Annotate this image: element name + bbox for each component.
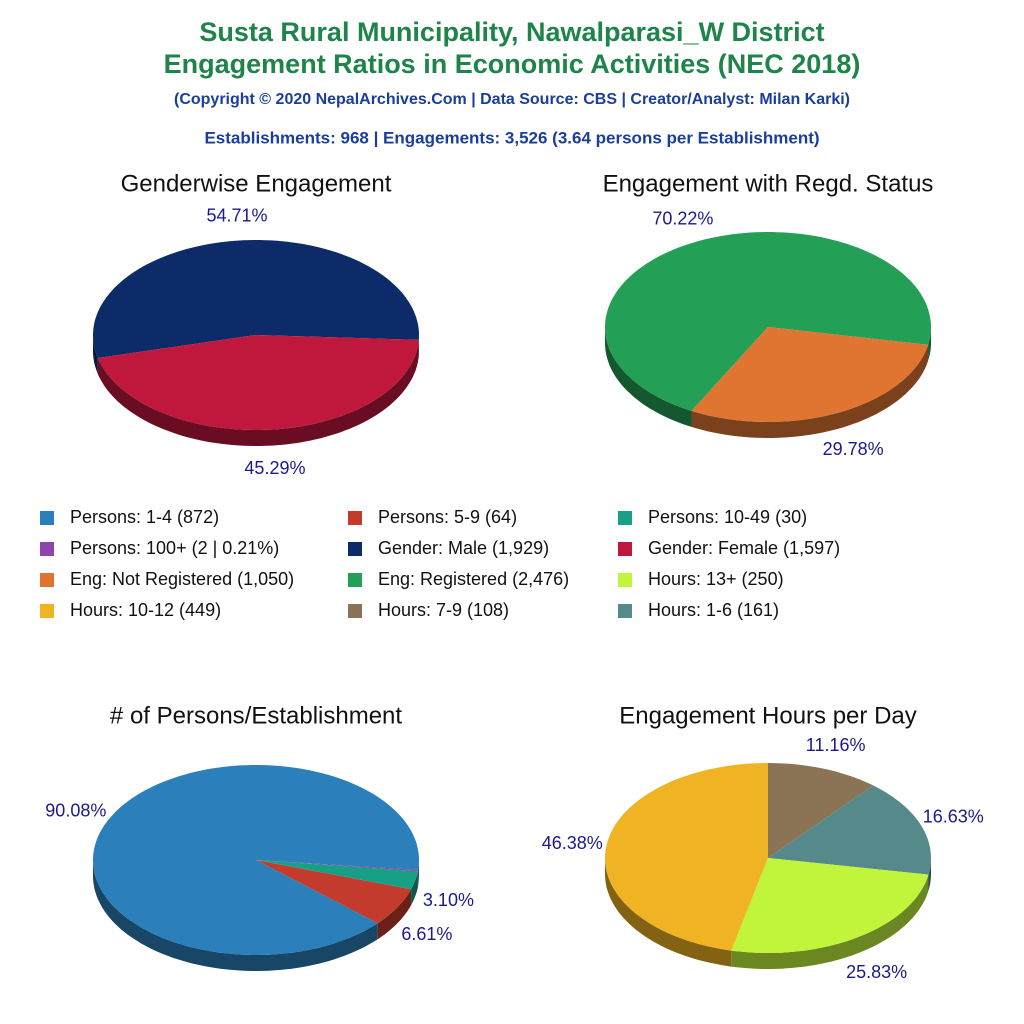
legend-label: Persons: 10-49 (30) [648, 507, 807, 527]
slice [256, 860, 412, 924]
slice-side [605, 858, 732, 967]
value-label: 16.63% [923, 806, 984, 826]
title-line: Engagement Ratios in Economic Activities… [164, 49, 861, 79]
legend-label: Persons: 1-4 (872) [70, 507, 219, 527]
slice [605, 763, 768, 951]
slice [768, 785, 931, 875]
legend-label: Hours: 13+ (250) [648, 569, 784, 589]
legend-swatch [348, 604, 362, 618]
value-label: 29.78% [823, 439, 884, 459]
legend-swatch [618, 604, 632, 618]
legend-swatch [618, 573, 632, 587]
slice-side [93, 335, 98, 374]
value-label: 46.38% [542, 833, 603, 853]
value-label: 25.83% [846, 962, 907, 982]
summary: Establishments: 968 | Engagements: 3,526… [204, 128, 819, 147]
slice [605, 232, 931, 411]
slice [768, 763, 874, 858]
slice [731, 858, 929, 953]
chart-title: Genderwise Engagement [121, 170, 392, 197]
legend-swatch [40, 542, 54, 556]
value-label: 45.29% [244, 458, 305, 478]
value-label: 70.22% [652, 208, 713, 228]
value-label: 54.71% [207, 205, 268, 225]
slice-side [418, 860, 419, 886]
legend-label: Gender: Female (1,597) [648, 538, 840, 558]
legend-swatch [40, 573, 54, 587]
slice-side [93, 860, 378, 971]
legend-swatch [348, 573, 362, 587]
slice-side [691, 344, 929, 438]
slice-side [377, 889, 412, 940]
legend-swatch [348, 542, 362, 556]
chart-title: # of Persons/Establishment [110, 702, 402, 729]
value-label: 11.16% [806, 735, 866, 755]
legend-swatch [618, 511, 632, 525]
credit: (Copyright © 2020 NepalArchives.Com | Da… [174, 91, 850, 108]
legend-label: Persons: 5-9 (64) [378, 507, 517, 527]
slice [93, 240, 419, 358]
chart-title: Engagement Hours per Day [619, 702, 917, 729]
slice [691, 327, 929, 422]
legend-label: Eng: Not Registered (1,050) [70, 569, 294, 589]
legend-label: Eng: Registered (2,476) [378, 569, 569, 589]
slice [97, 335, 419, 430]
legend-label: Hours: 1-6 (161) [648, 600, 779, 620]
legend-label: Persons: 100+ (2 | 0.21%) [70, 538, 279, 558]
legend-label: Hours: 10-12 (449) [70, 600, 221, 620]
legend-label: Gender: Male (1,929) [378, 538, 549, 558]
slice-side [928, 327, 931, 361]
legend-swatch [348, 511, 362, 525]
value-label: 6.61% [401, 924, 452, 944]
slice-side [731, 874, 929, 969]
chart-title: Engagement with Regd. Status [603, 170, 934, 197]
legend-swatch [40, 604, 54, 618]
value-label: 3.10% [423, 890, 474, 910]
slice [256, 860, 418, 890]
slice [256, 860, 419, 872]
legend-swatch [40, 511, 54, 525]
slice-side [928, 858, 931, 891]
value-label: 90.08% [45, 801, 106, 821]
slice-side [411, 871, 418, 906]
slice-side [605, 327, 692, 427]
title-line: Susta Rural Municipality, Nawalparasi_W … [199, 17, 824, 47]
slice-side [97, 339, 419, 446]
legend-label: Hours: 7-9 (108) [378, 600, 509, 620]
legend-swatch [618, 542, 632, 556]
